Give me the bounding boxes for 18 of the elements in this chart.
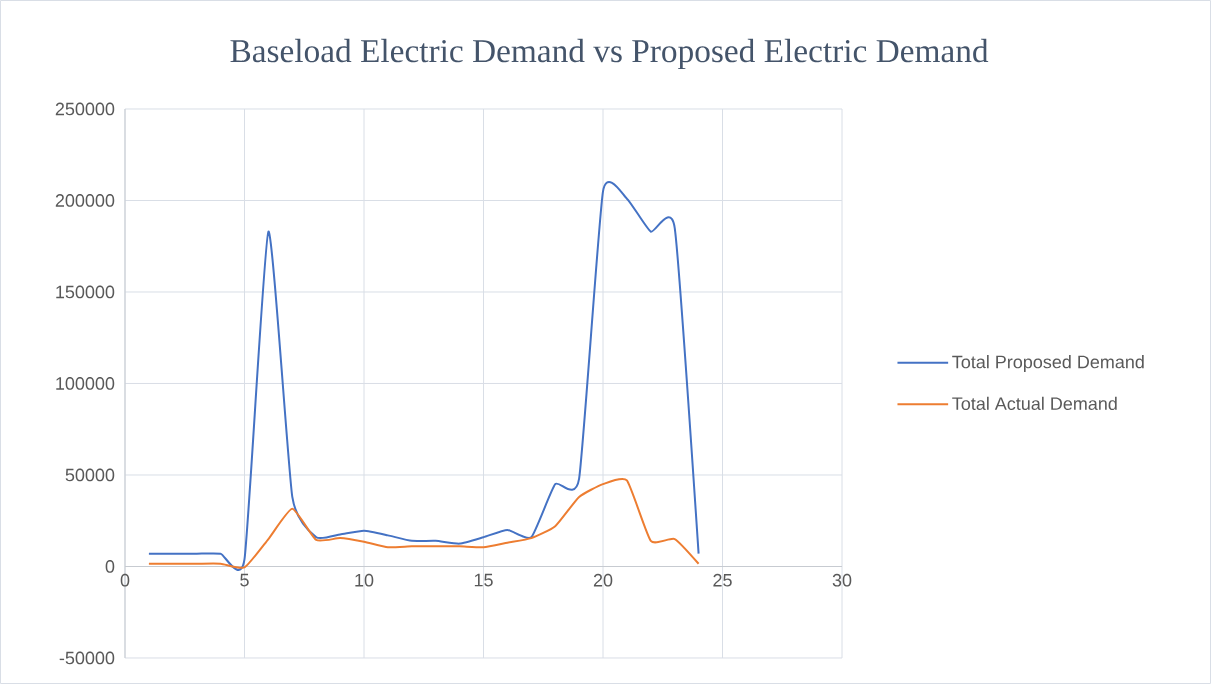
x-tick-label: 5: [240, 573, 249, 587]
y-tick-label: 0: [105, 560, 115, 573]
legend-label: Total Proposed Demand: [952, 355, 1144, 372]
y-tick-label: 100000: [56, 377, 115, 390]
y-tick-label: 150000: [56, 285, 115, 299]
x-tick-label: 0: [120, 573, 130, 587]
x-tick-label: 30: [832, 573, 852, 587]
line-series: [147, 478, 700, 569]
y-tick-label: 200000: [55, 194, 115, 207]
legend-label: Total Actual Demand: [952, 396, 1117, 411]
x-tick-label: 10: [355, 573, 374, 587]
y-tick-label: 50000: [65, 468, 115, 482]
x-tick-label: 25: [713, 573, 732, 587]
x-tick-label: 15: [474, 573, 493, 587]
x-tick-label: 20: [593, 573, 613, 587]
y-tick-label: -50000: [59, 651, 115, 665]
chart-title: Baseload Electric Demand vs Proposed Electric Demand: [230, 38, 989, 70]
y-tick-label: 250000: [55, 102, 115, 116]
